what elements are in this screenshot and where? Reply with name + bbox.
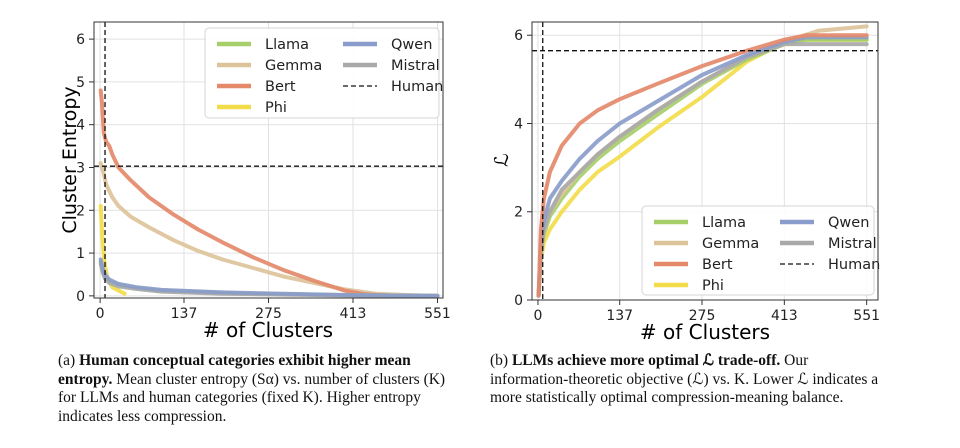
ticks-b: 0 137 275 413 551 0 2 4 6 xyxy=(514,28,880,324)
figure-b: 0 137 275 413 551 0 2 4 6 Llama Gemma Bert Phi Qwen M… xyxy=(491,21,880,344)
y-tick-label-b: 6 xyxy=(514,28,523,44)
series-b xyxy=(536,24,869,298)
series-line-qwen-a xyxy=(98,257,440,298)
x-tick-label-a: 551 xyxy=(424,306,451,322)
legend-label-human-a: Human xyxy=(391,79,443,95)
y-axis-label-b: ℒ xyxy=(491,153,513,167)
legend-label-phi-b: Phi xyxy=(702,278,724,294)
y-tick-label-a: 3 xyxy=(76,160,85,176)
series-a xyxy=(98,88,440,298)
legend-box-b xyxy=(641,205,875,296)
legend-a: Llama Gemma Bert Phi Qwen Mistral Human xyxy=(204,27,443,119)
x-tick-label-a: 413 xyxy=(340,306,367,322)
caption-b-label: (b) xyxy=(490,352,509,369)
y-tick-label-b: 4 xyxy=(514,116,523,132)
x-tick-label-a: 0 xyxy=(96,306,105,322)
legend-label-bert-b: Bert xyxy=(702,257,733,273)
x-tick-label-a: 137 xyxy=(171,306,198,322)
y-tick-label-b: 0 xyxy=(514,293,523,309)
y-tick-label-a: 0 xyxy=(76,289,85,305)
ticks-a: 0 137 275 413 551 0 1 2 3 4 5 6 xyxy=(76,32,451,322)
x-tick-label-b: 551 xyxy=(853,308,880,324)
reference-lines-a xyxy=(94,22,443,298)
y-tick-label-a: 6 xyxy=(76,32,85,48)
x-tick-label-b: 137 xyxy=(606,308,633,324)
series-line-mistral-a xyxy=(98,261,440,298)
legend-label-qwen-a: Qwen xyxy=(391,37,432,53)
x-axis-label-b: # of Clusters xyxy=(640,320,770,344)
legend-label-llama-a: Llama xyxy=(265,37,309,53)
legend-label-mistral-b: Mistral xyxy=(828,236,877,252)
y-tick-label-a: 2 xyxy=(76,203,85,219)
y-axis-label-a: Cluster Entropy xyxy=(59,86,81,233)
legend-b: Llama Gemma Bert Phi Qwen Mistral Human xyxy=(641,205,880,296)
x-tick-label-b: 413 xyxy=(771,308,798,324)
legend-label-gemma-b: Gemma xyxy=(702,236,759,252)
series-line-qwen-b xyxy=(536,35,869,298)
figure-a: 0 137 275 413 551 0 1 2 3 4 5 6 Llama Gemma Bert Phi Qw… xyxy=(59,21,451,342)
caption-b: (b) LLMs achieve more optimal ℒ trade-of… xyxy=(490,352,888,408)
x-axis-label-a: # of Clusters xyxy=(203,318,333,342)
legend-label-gemma-a: Gemma xyxy=(265,58,322,74)
x-tick-label-b: 275 xyxy=(689,308,716,324)
legend-label-qwen-b: Qwen xyxy=(828,215,869,231)
series-line-bert-a xyxy=(98,88,440,298)
y-tick-label-b: 2 xyxy=(514,205,523,221)
legend-label-phi-a: Phi xyxy=(265,100,287,116)
y-tick-label-a: 5 xyxy=(76,75,85,91)
legend-label-human-b: Human xyxy=(828,257,880,273)
legend-label-mistral-a: Mistral xyxy=(391,58,440,74)
axes-frame-a xyxy=(93,21,444,299)
caption-a-label: (a) xyxy=(58,352,76,369)
series-line-gemma-a xyxy=(98,161,440,298)
legend-label-llama-b: Llama xyxy=(702,215,746,231)
legend-box-a xyxy=(204,27,440,119)
series-line-bert-b xyxy=(536,33,869,298)
x-tick-label-a: 275 xyxy=(255,306,282,322)
x-tick-label-b: 0 xyxy=(534,308,543,324)
caption-a: (a) Human conceptual categories exhibit … xyxy=(58,352,452,426)
reference-lines-b xyxy=(532,22,878,300)
legend-label-bert-a: Bert xyxy=(265,79,296,95)
axes-frame-b xyxy=(531,21,879,301)
y-tick-label-a: 4 xyxy=(76,118,85,134)
caption-a-text: Mean cluster entropy (Sα) vs. number of … xyxy=(58,370,446,425)
caption-b-bold: LLMs achieve more optimal ℒ trade-off. xyxy=(511,352,781,369)
y-tick-label-a: 1 xyxy=(76,246,85,262)
caption-a-bold: Human conceptual categories exhibit high… xyxy=(58,352,411,388)
caption-b-text: Our information-theoretic objective (ℒ) … xyxy=(490,352,879,406)
